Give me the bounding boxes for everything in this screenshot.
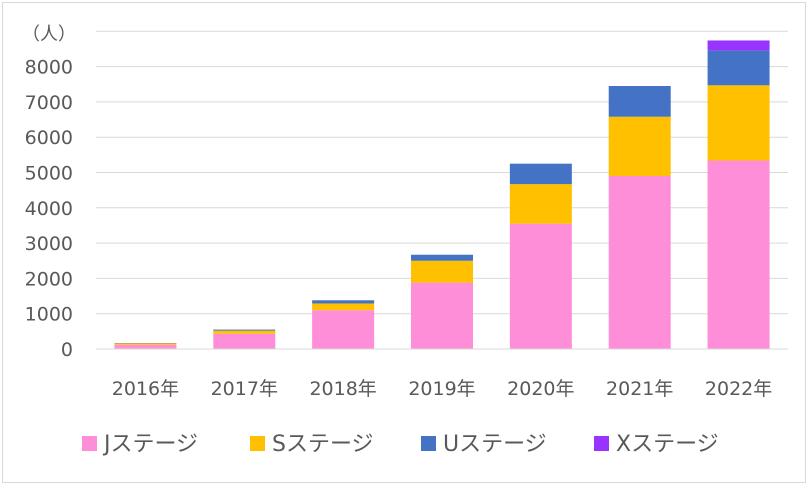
legend-label: Jステージ [102, 432, 198, 457]
y-tick-label: 4000 [25, 198, 73, 220]
bar-segment [509, 163, 572, 185]
x-tick-label: 2018年 [309, 378, 376, 400]
y-tick-label: 8000 [25, 57, 73, 79]
y-tick-label: 0 [61, 339, 73, 361]
x-tick-label: 2021年 [606, 378, 673, 400]
bar-segment [312, 303, 375, 311]
legend-label: Sステージ [272, 432, 374, 457]
bar-segment [707, 40, 770, 51]
bar-segment [213, 330, 276, 334]
bar-segment [707, 50, 770, 86]
bar-segment [608, 116, 671, 177]
bars [114, 40, 770, 349]
x-tick-label: 2017年 [211, 378, 278, 400]
bar-segment [411, 260, 473, 283]
bar-segment [411, 282, 473, 349]
y-tick-label: 1000 [25, 304, 73, 326]
legend-swatch [250, 436, 265, 451]
bar-segment [707, 85, 770, 161]
legend: Jステージ Sステージ Uステージ Xステージ [82, 432, 719, 457]
x-tick-label: 2022年 [705, 378, 772, 400]
legend-swatch [82, 436, 97, 451]
legend-swatch [594, 436, 609, 451]
bar-segment [213, 333, 276, 349]
x-tick-label: 2019年 [408, 378, 475, 400]
legend-label: Uステージ [443, 432, 547, 457]
bar-segment [608, 86, 671, 117]
x-tick-label: 2016年 [112, 378, 179, 400]
y-unit-label: （人） [22, 24, 76, 45]
bar-segment [608, 176, 671, 349]
x-tick-label: 2020年 [507, 378, 574, 400]
bar-segment [509, 223, 572, 349]
bar-segment [312, 310, 375, 349]
y-tick-label: 2000 [25, 268, 73, 290]
y-tick-label: 5000 [25, 163, 73, 185]
bar-segment [707, 160, 770, 349]
legend-swatch [421, 436, 436, 451]
bar-segment [114, 344, 177, 349]
y-tick-label: 3000 [25, 233, 73, 255]
legend-label: Xステージ [616, 432, 719, 457]
bar-segment [312, 300, 375, 304]
y-tick-label: 7000 [25, 92, 73, 114]
bar-segment [114, 343, 177, 345]
bar-segment [213, 329, 276, 331]
bar-segment [509, 184, 572, 224]
bar-segment [411, 254, 473, 261]
axes: 0 1000 2000 3000 4000 5000 6000 7000 8000 2016年 20… [25, 57, 788, 400]
y-tick-label: 6000 [25, 127, 73, 149]
